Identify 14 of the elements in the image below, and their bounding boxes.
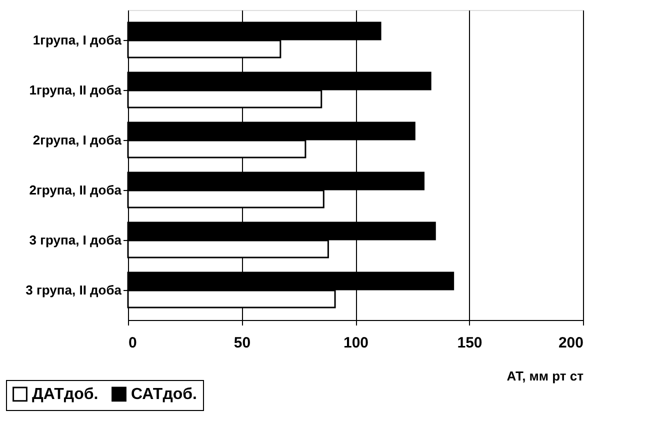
y-tick-label: 2група, I доба: [32, 132, 122, 148]
y-tick-label: 3 група, I доба: [29, 232, 122, 248]
y-tick-label: 1група, I доба: [32, 32, 122, 48]
x-tick-label: 200: [558, 334, 584, 352]
x-tick-label: 0: [128, 334, 137, 352]
x-tick-label: 150: [457, 334, 482, 352]
y-tick-label: 1група, II доба: [29, 82, 122, 98]
x-tick-label: 100: [343, 334, 369, 352]
x-tick-label: 50: [234, 334, 251, 352]
y-tick-label: 2група, II доба: [29, 182, 122, 198]
y-tick-label: 3 група, II доба: [26, 282, 122, 298]
x-axis-title: АТ, мм рт ст: [506, 368, 584, 384]
legend-label: САТдоб.: [131, 386, 197, 404]
legend-label: ДАТдоб.: [32, 386, 98, 404]
